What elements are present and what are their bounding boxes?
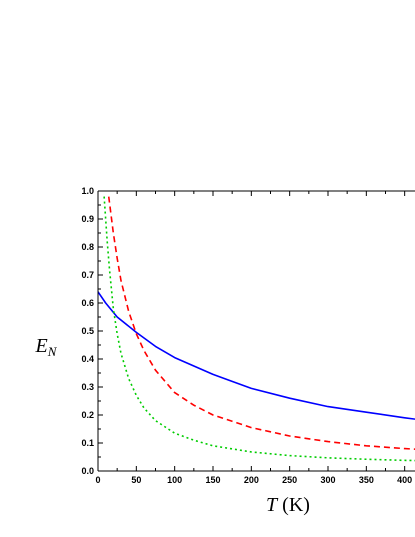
- x-axis-label-unit: (K): [277, 494, 310, 516]
- y-tick-label: 0.6: [81, 298, 94, 308]
- y-axis-label-sub: N: [47, 344, 58, 359]
- x-tick-label: 350: [359, 475, 374, 485]
- x-tick-label: 400: [397, 475, 412, 485]
- x-tick-label: 150: [205, 475, 220, 485]
- y-tick-label: 0.2: [81, 410, 94, 420]
- y-tick-label: 0.9: [81, 214, 94, 224]
- y-tick-label: 0.4: [81, 354, 94, 364]
- axes-layer: 0 50 100 150 200 250 300 350 400 0.0 0.1 0.2 0.3 0.4 0…: [81, 186, 415, 485]
- series-line-dotted: [103, 196, 415, 462]
- x-tick-label: 300: [320, 475, 335, 485]
- x-tick-label: 100: [167, 475, 182, 485]
- y-tick-label: 0.1: [81, 438, 94, 448]
- x-axis-label: T (K): [266, 494, 310, 516]
- series-layer: [98, 196, 415, 462]
- y-tick-label: 0.8: [81, 242, 94, 252]
- y-tick-label: 1.0: [81, 186, 94, 196]
- series-line-solid: [98, 291, 415, 420]
- x-axis-label-var: T: [266, 494, 279, 516]
- y-tick-label: 0.7: [81, 270, 94, 280]
- x-tick-label: 50: [131, 475, 141, 485]
- y-axis-label: EN: [35, 335, 58, 359]
- series-line-dashed: [107, 196, 415, 450]
- y-tick-label: 0.3: [81, 382, 94, 392]
- y-axis-label-main: E: [35, 335, 48, 357]
- y-tick-label: 0.0: [81, 466, 94, 476]
- y-tick-label: 0.5: [81, 326, 94, 336]
- x-tick-label: 200: [244, 475, 259, 485]
- x-tick-label: 250: [282, 475, 297, 485]
- x-tick-label: 0: [95, 475, 100, 485]
